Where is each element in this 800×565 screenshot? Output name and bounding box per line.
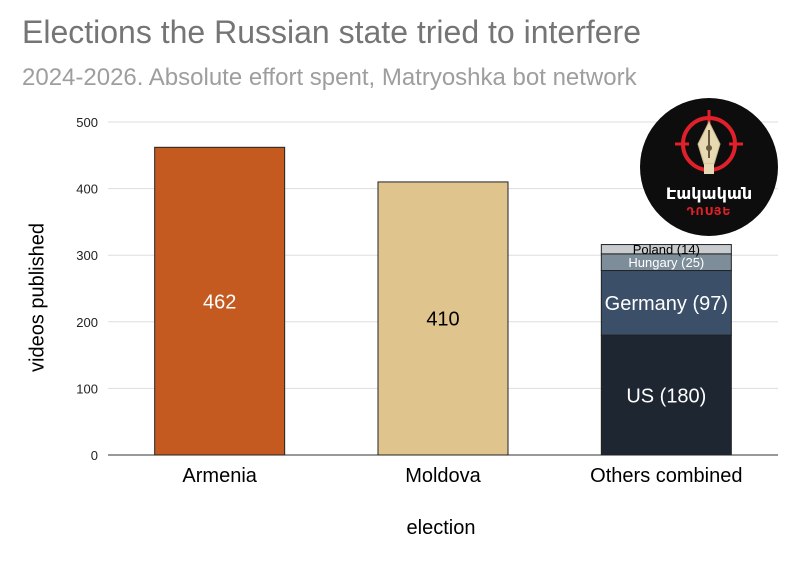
- data-label: 462: [203, 291, 236, 313]
- bar-segment: [600, 244, 732, 255]
- data-label: Poland (14): [633, 242, 700, 257]
- y-tick-label: 100: [76, 381, 98, 396]
- chart-title: Elections the Russian state tried to int…: [22, 14, 641, 50]
- pen-nib-crosshair-icon: [675, 110, 743, 174]
- x-tick-label: Others combined: [590, 465, 742, 487]
- bar-segment: [377, 181, 509, 456]
- x-tick-label: Moldova: [405, 465, 481, 487]
- logo-text: Էակական: [665, 186, 753, 203]
- y-tick-label: 200: [76, 315, 98, 330]
- x-tick-label: Armenia: [182, 465, 257, 487]
- publisher-logo: Էակական ԴՈՍՅԵ: [640, 98, 778, 236]
- chart-subtitle: 2024-2026. Absolute effort spent, Matryo…: [22, 64, 637, 91]
- x-axis-title: election: [406, 517, 476, 539]
- data-label: Germany (97): [605, 293, 728, 315]
- y-tick-label: 0: [91, 448, 98, 463]
- y-axis-title: videos published: [26, 223, 49, 372]
- data-label: US (180): [626, 385, 706, 407]
- data-label: 410: [426, 309, 459, 331]
- y-tick-label: 400: [76, 182, 98, 197]
- y-tick-label: 300: [76, 248, 98, 263]
- bar-segment: [154, 146, 286, 456]
- logo-subtext: ԴՈՍՅԵ: [686, 206, 732, 218]
- data-label: Hungary (25): [628, 255, 704, 270]
- y-tick-label: 500: [76, 115, 98, 130]
